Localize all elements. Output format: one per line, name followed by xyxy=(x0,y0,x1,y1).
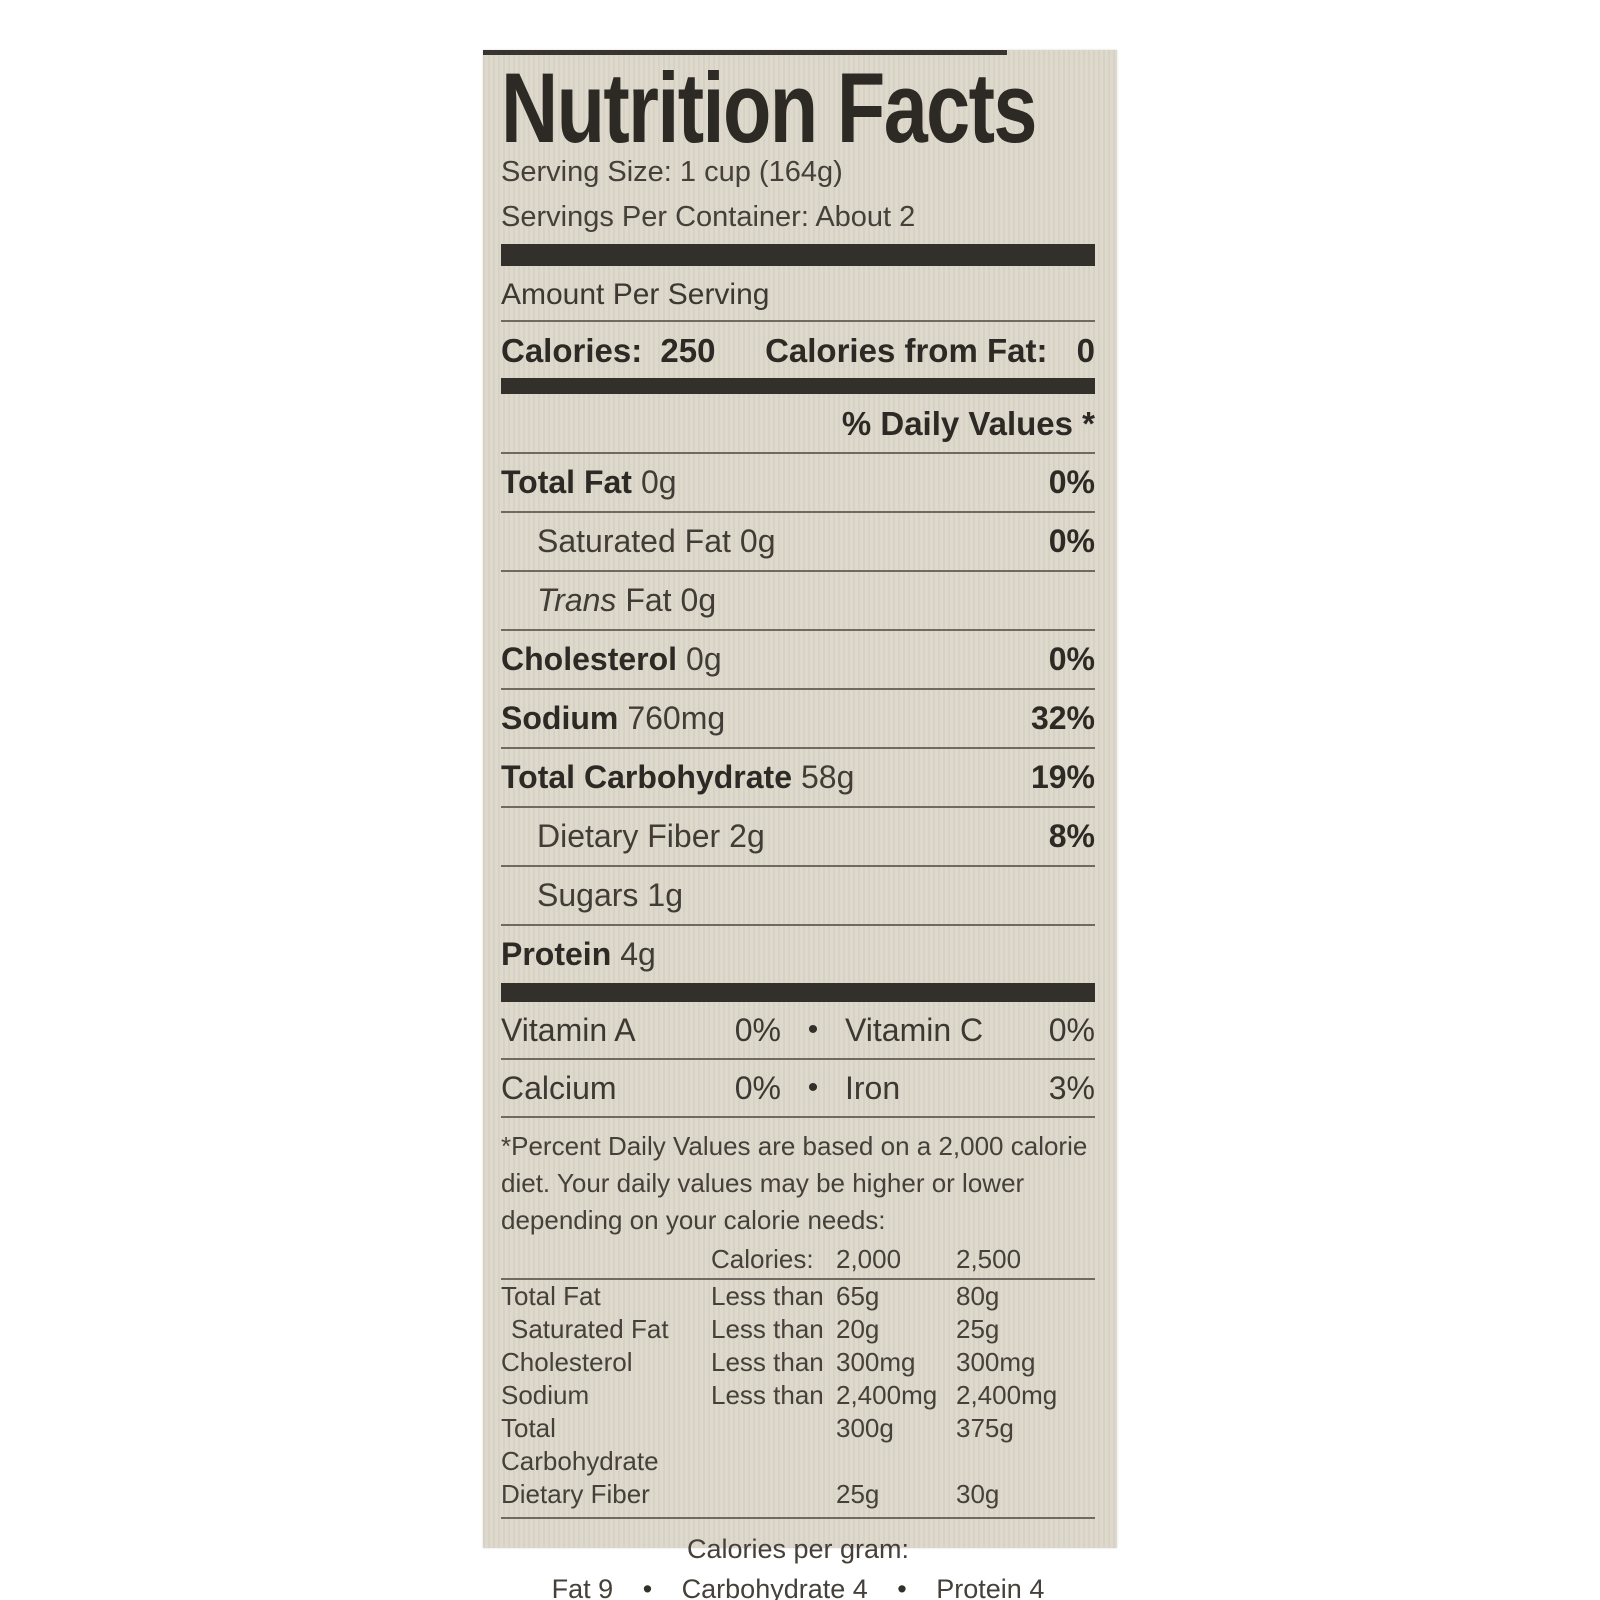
label-content: Nutrition Facts Serving Size: 1 cup (164… xyxy=(483,50,1117,1600)
nutrient-daily-value: 32% xyxy=(1030,700,1095,736)
nutrition-facts-label: Nutrition Facts Serving Size: 1 cup (164… xyxy=(483,50,1117,1600)
nutrient-row-sodium: Sodium 760mg 32% xyxy=(501,690,1095,749)
iron-value: 3% xyxy=(1048,1069,1095,1106)
thick-divider-bar-protein xyxy=(501,983,1095,1002)
dv-header-calories: Calories: xyxy=(711,1244,814,1274)
label-top-edge-line xyxy=(483,50,1007,55)
dv-header-2500: 2,500 xyxy=(956,1244,1022,1274)
dv-table-row-dietary-fiber: Dietary Fiber 25g 30g xyxy=(501,1479,1000,1509)
nutrient-name-amount: Sodium 760mg xyxy=(501,700,726,736)
vitamin-a-label: Vitamin A xyxy=(501,1011,636,1048)
nutrient-name-amount: Total Carbohydrate 58g xyxy=(501,759,855,795)
daily-values-table: Calories: 2,000 2,500 Total Fat Less tha… xyxy=(501,1243,1095,1519)
calories-value: 250 xyxy=(660,332,716,369)
vitamin-c-value: 0% xyxy=(1048,1011,1095,1048)
nutrient-daily-value: 0% xyxy=(1048,641,1095,677)
dv-table-row-cholesterol: Cholesterol Less than 300mg 300mg xyxy=(501,1347,1036,1377)
nutrient-row-cholesterol: Cholesterol 0g 0% xyxy=(501,631,1095,690)
bullet-separator-icon: • xyxy=(807,1013,819,1046)
daily-values-footnote: *Percent Daily Values are based on a 2,0… xyxy=(501,1131,1088,1235)
nutrient-row-sugars: Sugars 1g xyxy=(501,867,1095,926)
calcium-label: Calcium xyxy=(501,1069,617,1106)
servings-per-container-line: Servings Per Container: About 2 xyxy=(501,201,916,233)
nutrition-facts-title: Nutrition Facts xyxy=(501,52,1037,163)
nutrient-name-amount: Protein 4g xyxy=(501,936,656,972)
nutrient-row-total-carbohydrate: Total Carbohydrate 58g 19% xyxy=(501,749,1095,808)
nutrient-daily-value: 8% xyxy=(1048,818,1095,854)
thick-divider-bar-calories xyxy=(501,378,1095,394)
vitamin-row-a-c: Vitamin A 0% • Vitamin C 0% xyxy=(501,1002,1095,1060)
bullet-separator-icon: • xyxy=(642,1574,653,1600)
calories-per-gram-values: Fat 9 • Carbohydrate 4 • Protein 4 xyxy=(501,1569,1095,1600)
nutrient-name-amount: Total Fat 0g xyxy=(501,464,677,500)
calories-text: Calories: 250 xyxy=(501,333,715,369)
thick-divider-bar-top xyxy=(501,244,1095,266)
serving-size-line: Serving Size: 1 cup (164g) xyxy=(501,156,843,188)
nutrient-name-amount: Sugars 1g xyxy=(537,877,683,913)
dv-table-row-saturated-fat: Saturated Fat Less than 20g 25g xyxy=(511,1314,1000,1344)
protein-per-gram: Protein 4 xyxy=(936,1574,1045,1600)
bullet-separator-icon: • xyxy=(897,1574,907,1600)
table-bottom-rule xyxy=(501,1517,1095,1519)
nutrient-row-saturated-fat: Saturated Fat 0g 0% xyxy=(501,513,1095,572)
calories-per-gram-block: Calories per gram: Fat 9 • Carbohydrate … xyxy=(501,1529,1095,1600)
calcium-value: 0% xyxy=(734,1069,781,1106)
nutrient-name-amount: Dietary Fiber 2g xyxy=(537,818,765,854)
vitamin-row-calcium-iron: Calcium 0% • Iron 3% xyxy=(501,1060,1095,1118)
nutrient-name-amount: Trans Fat 0g xyxy=(537,582,717,618)
vitamin-a-value: 0% xyxy=(734,1011,781,1048)
carbohydrate-per-gram: Carbohydrate 4 xyxy=(681,1574,868,1600)
nutrient-row-protein: Protein 4g xyxy=(501,926,1095,983)
nutrient-daily-value: 19% xyxy=(1030,759,1095,795)
calories-from-fat-text: Calories from Fat: 0 xyxy=(765,333,1095,369)
nutrient-row-total-fat: Total Fat 0g 0% xyxy=(501,454,1095,513)
amount-per-serving-heading: Amount Per Serving xyxy=(501,266,1095,322)
calories-row: Calories: 250 Calories from Fat: 0 xyxy=(501,322,1095,378)
dv-header-2000: 2,000 xyxy=(836,1244,902,1274)
calories-per-gram-title: Calories per gram: xyxy=(686,1534,910,1564)
nutrient-name-amount: Saturated Fat 0g xyxy=(537,523,776,559)
nutrient-name-amount: Cholesterol 0g xyxy=(501,641,722,677)
calories-from-fat-value: 0 xyxy=(1076,332,1095,369)
dv-table-row-total-carbohydrate: Total Carbohydrate 300g 375g xyxy=(501,1413,1014,1476)
vitamin-c-label: Vitamin C xyxy=(845,1011,984,1048)
nutrient-daily-value: 0% xyxy=(1048,464,1095,500)
nutrient-daily-value: 0% xyxy=(1048,523,1095,559)
calories-label: Calories: xyxy=(501,332,643,369)
nutrient-row-dietary-fiber: Dietary Fiber 2g 8% xyxy=(501,808,1095,867)
dv-table-row-sodium: Sodium Less than 2,400mg 2,400mg xyxy=(501,1380,1058,1410)
dv-header-empty xyxy=(501,1243,711,1276)
bullet-separator-icon: • xyxy=(807,1071,819,1104)
nutrient-row-trans-fat: Trans Fat 0g xyxy=(501,572,1095,631)
fat-per-gram: Fat 9 xyxy=(551,1574,614,1600)
calories-from-fat-label: Calories from Fat: xyxy=(765,332,1048,369)
percent-daily-values-heading: % Daily Values * xyxy=(501,394,1095,454)
dv-table-row-total-fat: Total Fat Less than 65g 80g xyxy=(501,1281,1000,1311)
dv-table-header-row: Calories: 2,000 2,500 xyxy=(501,1243,1095,1280)
iron-label: Iron xyxy=(845,1069,901,1106)
